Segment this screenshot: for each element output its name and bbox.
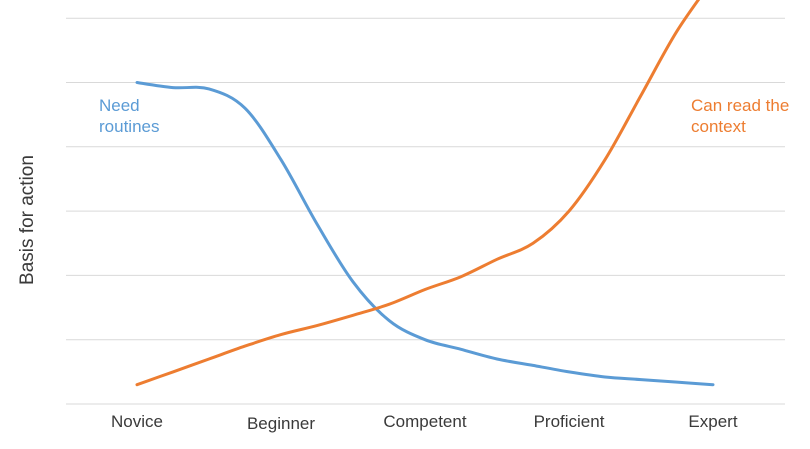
- x-tick-label-competent: Competent: [383, 412, 466, 431]
- annotation-can-read-the-context-line-2: context: [691, 117, 746, 136]
- series-lines: [135, 0, 715, 387]
- x-tick-label-expert: Expert: [688, 412, 737, 431]
- grid-lines: [66, 17, 785, 405]
- series-line-need-routines: [135, 81, 715, 387]
- y-axis-label: Basis for action: [17, 155, 38, 285]
- series-line-can-read-the-context: [135, 0, 701, 387]
- x-tick-label-beginner: Beginner: [247, 414, 315, 433]
- annotation-can-read-the-context-line-1: Can read the: [691, 96, 789, 115]
- annotation-need-routines-line-2: routines: [99, 117, 159, 136]
- x-tick-label-novice: Novice: [111, 412, 163, 431]
- x-tick-label-proficient: Proficient: [534, 412, 605, 431]
- annotation-need-routines-line-1: Need: [99, 96, 140, 115]
- annotations: Need routines Can read the context: [99, 96, 789, 136]
- x-tick-labels: Novice Beginner Competent Proficient Expert: [111, 412, 738, 433]
